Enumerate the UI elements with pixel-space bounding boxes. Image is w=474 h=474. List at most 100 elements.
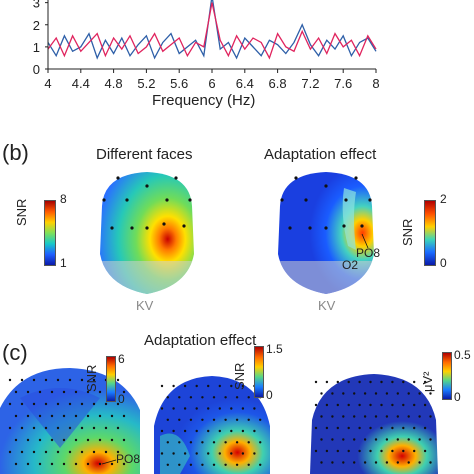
electrode-dot xyxy=(369,449,372,453)
electrode-dot xyxy=(98,462,102,466)
electrode-dot xyxy=(385,461,389,464)
electrode-dot xyxy=(413,380,416,384)
electrode-dot xyxy=(259,463,262,466)
electrode-dot xyxy=(253,407,256,410)
electrode-po8-label: PO8 xyxy=(356,246,381,260)
panel-c-label: (c) xyxy=(2,340,28,365)
electrode-dot xyxy=(429,461,432,464)
electrode-dot xyxy=(195,407,198,410)
colorbar-right xyxy=(424,200,436,266)
electrode-dot xyxy=(74,414,78,418)
electrode-dot xyxy=(8,426,12,430)
electrode-dot xyxy=(207,384,210,388)
electrode-dot xyxy=(56,426,60,430)
electrode-dot xyxy=(189,418,193,421)
electrode-dot xyxy=(166,441,169,444)
electrode-dot xyxy=(314,403,318,407)
colorbar-c3-min: 0 xyxy=(454,390,461,404)
panel-b-right-title: Adaptation effect xyxy=(264,146,377,163)
electrode-dot xyxy=(218,384,221,388)
electrode-dot xyxy=(166,396,169,399)
electrode-dot xyxy=(195,384,198,388)
electrode-dot xyxy=(413,403,416,407)
electrode-dot xyxy=(253,429,256,433)
electrode-dot xyxy=(314,426,318,430)
electrode-dot xyxy=(380,403,383,407)
electrode-dot xyxy=(166,463,169,466)
electrode-dot xyxy=(201,418,204,421)
electrode-dot xyxy=(86,390,90,394)
electrode-dot xyxy=(26,438,30,442)
electrode-dot xyxy=(38,462,42,466)
electrode-dot xyxy=(20,378,24,382)
electrode-dot xyxy=(235,441,239,444)
y-tick-label: 3 xyxy=(33,0,40,11)
electrode-dot xyxy=(92,402,96,406)
electrode-dot xyxy=(110,414,114,418)
electrode-dot xyxy=(68,402,72,406)
x-tick-label: 6 xyxy=(208,76,215,91)
electrode-dot xyxy=(98,390,102,394)
electrode-dot xyxy=(331,415,334,418)
electrode-dot xyxy=(235,396,239,399)
electrode-dot xyxy=(189,463,193,466)
electrode-dot xyxy=(14,390,18,394)
electrode-dot xyxy=(80,402,84,406)
electrode-dot xyxy=(374,415,378,418)
electrode-dot xyxy=(353,461,356,464)
electrode-dot xyxy=(212,463,216,466)
electrode-dot xyxy=(50,414,54,418)
colorbar-c1-min: 0 xyxy=(118,392,125,406)
electrode-dot xyxy=(336,426,339,430)
electrode-dot xyxy=(325,449,329,453)
electrode-dot xyxy=(32,426,36,430)
electrode-dot xyxy=(253,452,256,455)
x-tick-label: 4.4 xyxy=(72,76,90,91)
electrode-dot xyxy=(56,378,60,382)
electrode-dot xyxy=(320,461,323,464)
colorbar-c3-label: μV² xyxy=(420,371,435,393)
electrode-dot xyxy=(224,463,227,466)
electrode-dot xyxy=(172,429,175,433)
electrode-dot xyxy=(62,390,66,394)
electrode-dot xyxy=(110,438,114,442)
colorbar-c1-max: 6 xyxy=(118,352,125,366)
electrode-dot xyxy=(183,452,187,455)
topo-map-3 xyxy=(310,374,438,474)
caption-right-kv: KV xyxy=(318,298,336,313)
electrode-dot xyxy=(38,414,42,418)
electrode-dot xyxy=(62,462,66,466)
electrode-dot xyxy=(183,429,187,433)
electrode-dot xyxy=(116,402,120,406)
colorbar-right-min: 0 xyxy=(440,256,447,270)
panel-b-left-title: Different faces xyxy=(96,146,193,163)
electrode-dot xyxy=(402,449,405,453)
electrode-dot xyxy=(331,392,334,395)
electrode-dot xyxy=(178,463,181,466)
electrode-dot xyxy=(44,378,48,382)
electrode-dot xyxy=(413,426,416,430)
electrode-dot xyxy=(8,402,12,406)
electrode-dot xyxy=(32,450,36,454)
electrode-dot xyxy=(172,407,175,410)
colorbar-left-max: 8 xyxy=(60,192,67,206)
electrode-dot xyxy=(14,414,18,418)
electrode-dot xyxy=(38,438,42,442)
electrode-dot xyxy=(374,461,378,464)
electrode-dot xyxy=(385,392,389,395)
electrode-dot xyxy=(56,402,60,406)
electrode-dot xyxy=(407,415,410,418)
electrode-dot xyxy=(116,378,120,382)
electrode-dot xyxy=(92,426,96,430)
electrode-dot xyxy=(320,392,323,395)
electrode-dot xyxy=(207,452,210,455)
electrode-dot xyxy=(104,450,108,454)
electrode-dot xyxy=(259,441,262,444)
electrode-dot xyxy=(325,426,329,430)
electrode-dot xyxy=(207,429,210,433)
electrode-dot xyxy=(74,462,78,466)
electrode-dot xyxy=(331,438,334,441)
colorbar-c2-label: SNR xyxy=(232,362,247,390)
electrode-dot xyxy=(224,441,227,444)
colorbar-c3-max: 0.5 xyxy=(454,348,471,362)
